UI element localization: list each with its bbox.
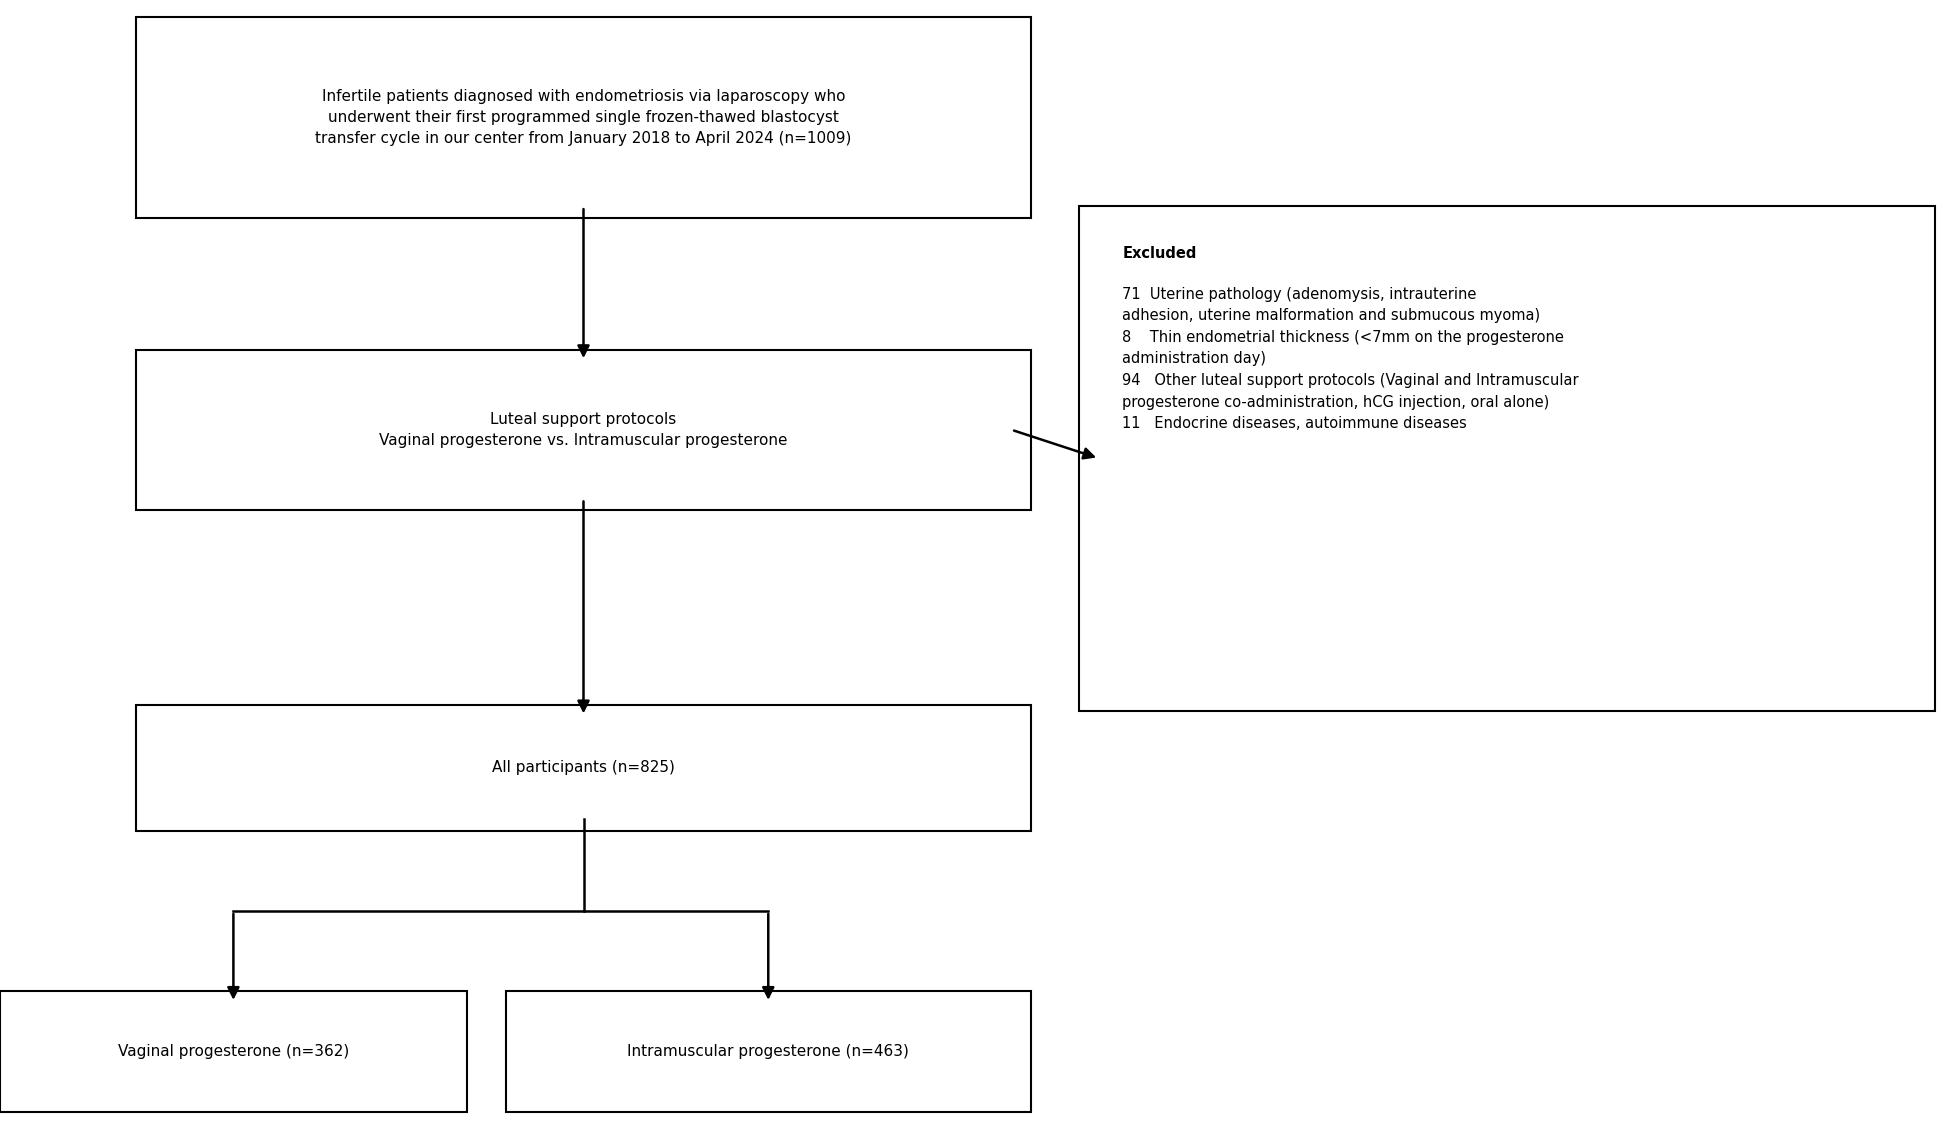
Text: 71  Uterine pathology (adenomysis, intrauterine
adhesion, uterine malformation a: 71 Uterine pathology (adenomysis, intrau… <box>1122 286 1579 431</box>
Text: Intramuscular progesterone (n=463): Intramuscular progesterone (n=463) <box>628 1044 908 1059</box>
FancyBboxPatch shape <box>1079 206 1935 711</box>
FancyBboxPatch shape <box>136 350 1031 510</box>
FancyBboxPatch shape <box>506 991 1031 1112</box>
Text: All participants (n=825): All participants (n=825) <box>492 760 675 776</box>
Text: Luteal support protocols
Vaginal progesterone vs. Intramuscular progesterone: Luteal support protocols Vaginal progest… <box>379 411 788 448</box>
FancyBboxPatch shape <box>0 991 467 1112</box>
Text: Vaginal progesterone (n=362): Vaginal progesterone (n=362) <box>119 1044 348 1059</box>
Text: Excluded: Excluded <box>1122 246 1196 261</box>
FancyBboxPatch shape <box>136 705 1031 831</box>
Text: Infertile patients diagnosed with endometriosis via laparoscopy who
underwent th: Infertile patients diagnosed with endome… <box>315 89 852 146</box>
FancyBboxPatch shape <box>136 17 1031 218</box>
